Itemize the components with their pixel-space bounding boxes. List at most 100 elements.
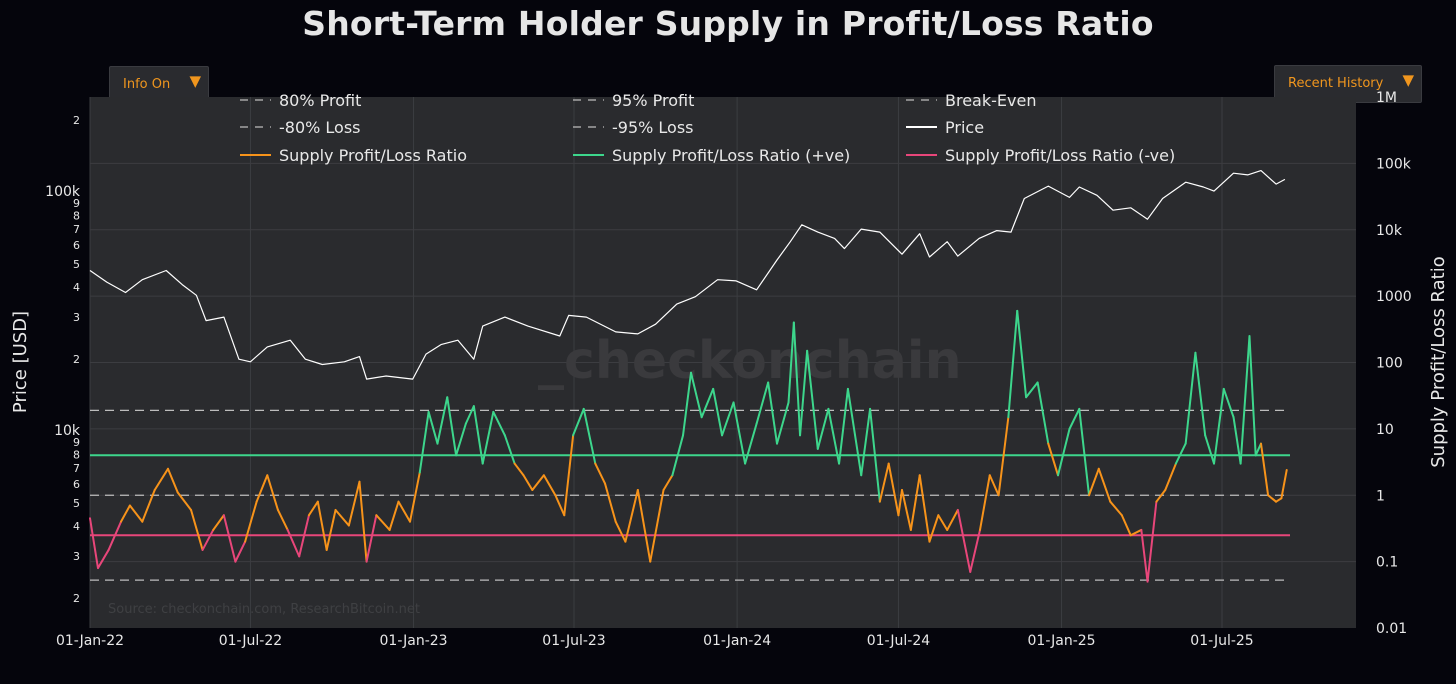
ratio-segment bbox=[712, 387, 724, 437]
ratio-segment bbox=[563, 434, 575, 517]
range-dropdown[interactable]: Recent History ▼ bbox=[1274, 65, 1422, 103]
ratio-segment bbox=[1260, 442, 1270, 497]
left-tick-label: 8 bbox=[73, 448, 80, 461]
ratio-segment bbox=[89, 517, 99, 570]
ratio-segment bbox=[869, 407, 881, 503]
ratio-segment bbox=[827, 407, 841, 465]
ratio-segment bbox=[690, 371, 703, 419]
ratio-segment bbox=[937, 514, 949, 531]
ratio-segment bbox=[418, 410, 430, 474]
ratio-segment bbox=[513, 462, 525, 477]
ratio-segment bbox=[388, 500, 400, 531]
x-tick-label: 01-Jul-22 bbox=[219, 633, 282, 649]
ratio-series bbox=[89, 309, 1288, 583]
right-tick-label: 0.1 bbox=[1376, 555, 1398, 571]
x-tick-label: 01-Jan-22 bbox=[56, 633, 124, 649]
ratio-segment bbox=[816, 407, 830, 450]
left-tick-label: 2 bbox=[73, 114, 80, 127]
ratio-segment bbox=[860, 407, 872, 477]
left-tick-label: 7 bbox=[73, 223, 80, 236]
ratio-segment bbox=[1213, 387, 1225, 465]
left-axis-title: Price [USD] bbox=[10, 311, 31, 413]
ratio-segment bbox=[838, 387, 849, 465]
right-tick-label: 10k bbox=[1376, 223, 1403, 239]
ratio-segment bbox=[946, 508, 959, 531]
ratio-segment bbox=[928, 514, 940, 543]
source-note: Source: checkonchain.com, ResearchBitcoi… bbox=[108, 602, 420, 617]
info-dropdown-label: Info On bbox=[123, 77, 171, 92]
left-tick-label: 5 bbox=[73, 258, 80, 271]
ratio-segment bbox=[978, 474, 991, 531]
ratio-segment bbox=[897, 488, 903, 517]
ratio-segment bbox=[212, 514, 225, 531]
ratio-segment bbox=[744, 422, 758, 465]
ratio-segment bbox=[358, 480, 368, 563]
chart-title: Short-Term Holder Supply in Profit/Loss … bbox=[302, 4, 1154, 43]
ratio-segment bbox=[988, 474, 1000, 497]
left-tick-label: 3 bbox=[73, 311, 80, 324]
ratio-segment bbox=[918, 474, 931, 543]
left-tick-label: 2 bbox=[73, 592, 80, 605]
ratio-segment bbox=[365, 514, 378, 563]
ratio-segment bbox=[481, 410, 495, 465]
ratio-segment bbox=[446, 396, 458, 457]
ratio-segment bbox=[1194, 351, 1207, 437]
ratio-segment bbox=[492, 410, 506, 437]
legend-label: -80% Loss bbox=[279, 118, 361, 137]
left-tick-label: 6 bbox=[73, 478, 80, 491]
ratio-segment bbox=[141, 488, 156, 523]
ratio-segment bbox=[266, 474, 279, 511]
ratio-segment bbox=[846, 387, 863, 477]
ratio-segment bbox=[721, 401, 735, 437]
ratio-segment bbox=[767, 381, 779, 445]
ratio-segment bbox=[234, 540, 247, 563]
ratio-segment bbox=[682, 371, 693, 437]
ratio-segment bbox=[671, 434, 685, 477]
ratio-segment bbox=[1078, 407, 1091, 497]
ratio-segment bbox=[542, 474, 557, 497]
ratio-segment bbox=[522, 474, 534, 491]
ratio-segment bbox=[1174, 442, 1187, 465]
ratio-segment bbox=[1204, 434, 1216, 465]
ratio-segment bbox=[1057, 427, 1071, 477]
price-series bbox=[89, 170, 1286, 380]
x-tick-label: 01-Jul-24 bbox=[867, 633, 930, 649]
ratio-segment bbox=[503, 434, 516, 465]
info-dropdown[interactable]: Info On ▼ bbox=[109, 66, 209, 103]
right-tick-label: 1 bbox=[1376, 488, 1385, 504]
right-tick-label: 100 bbox=[1376, 356, 1403, 372]
ratio-segment bbox=[1140, 528, 1149, 583]
legend-label: Supply Profit/Loss Ratio (-ve) bbox=[945, 146, 1175, 165]
ratio-segment bbox=[636, 488, 652, 563]
legend-label: Supply Profit/Loss Ratio bbox=[279, 146, 467, 165]
x-tick-label: 01-Jan-24 bbox=[703, 633, 771, 649]
ratio-segment bbox=[190, 508, 204, 551]
ratio-segment bbox=[128, 504, 144, 523]
legend: 80% Profit 95% Profit Break-Even -80% Loss -… bbox=[240, 91, 1175, 165]
right-tick-label: 10 bbox=[1376, 422, 1394, 438]
ratio-segment bbox=[276, 508, 289, 531]
ratio-segment bbox=[604, 482, 617, 523]
right-axis-title: Supply Profit/Loss Ratio bbox=[1428, 256, 1449, 468]
x-tick-label: 01-Jul-23 bbox=[542, 633, 605, 649]
legend-label: -95% Loss bbox=[612, 118, 694, 137]
ratio-segment bbox=[375, 514, 391, 531]
ratio-segment bbox=[472, 405, 484, 465]
x-tick-label: 01-Jul-25 bbox=[1190, 633, 1253, 649]
ratio-segment bbox=[1222, 387, 1235, 419]
right-tick-label: 1000 bbox=[1376, 289, 1412, 305]
ratio-segment bbox=[554, 494, 566, 517]
price-line bbox=[89, 170, 1286, 380]
ratio-segment bbox=[1120, 514, 1132, 537]
chevron-down-icon: ▼ bbox=[189, 72, 201, 90]
ratio-segment bbox=[878, 462, 890, 503]
ratio-segment bbox=[298, 514, 310, 558]
ratio-segment bbox=[409, 471, 421, 523]
ratio-segment bbox=[286, 528, 301, 558]
ratio-segment bbox=[806, 349, 819, 450]
left-tick-label: 10k bbox=[54, 423, 81, 439]
ratio-segment bbox=[153, 467, 170, 491]
ratio-segment bbox=[1129, 528, 1143, 537]
watermark: _checkonchain bbox=[538, 331, 962, 391]
ratio-segment bbox=[792, 321, 802, 437]
